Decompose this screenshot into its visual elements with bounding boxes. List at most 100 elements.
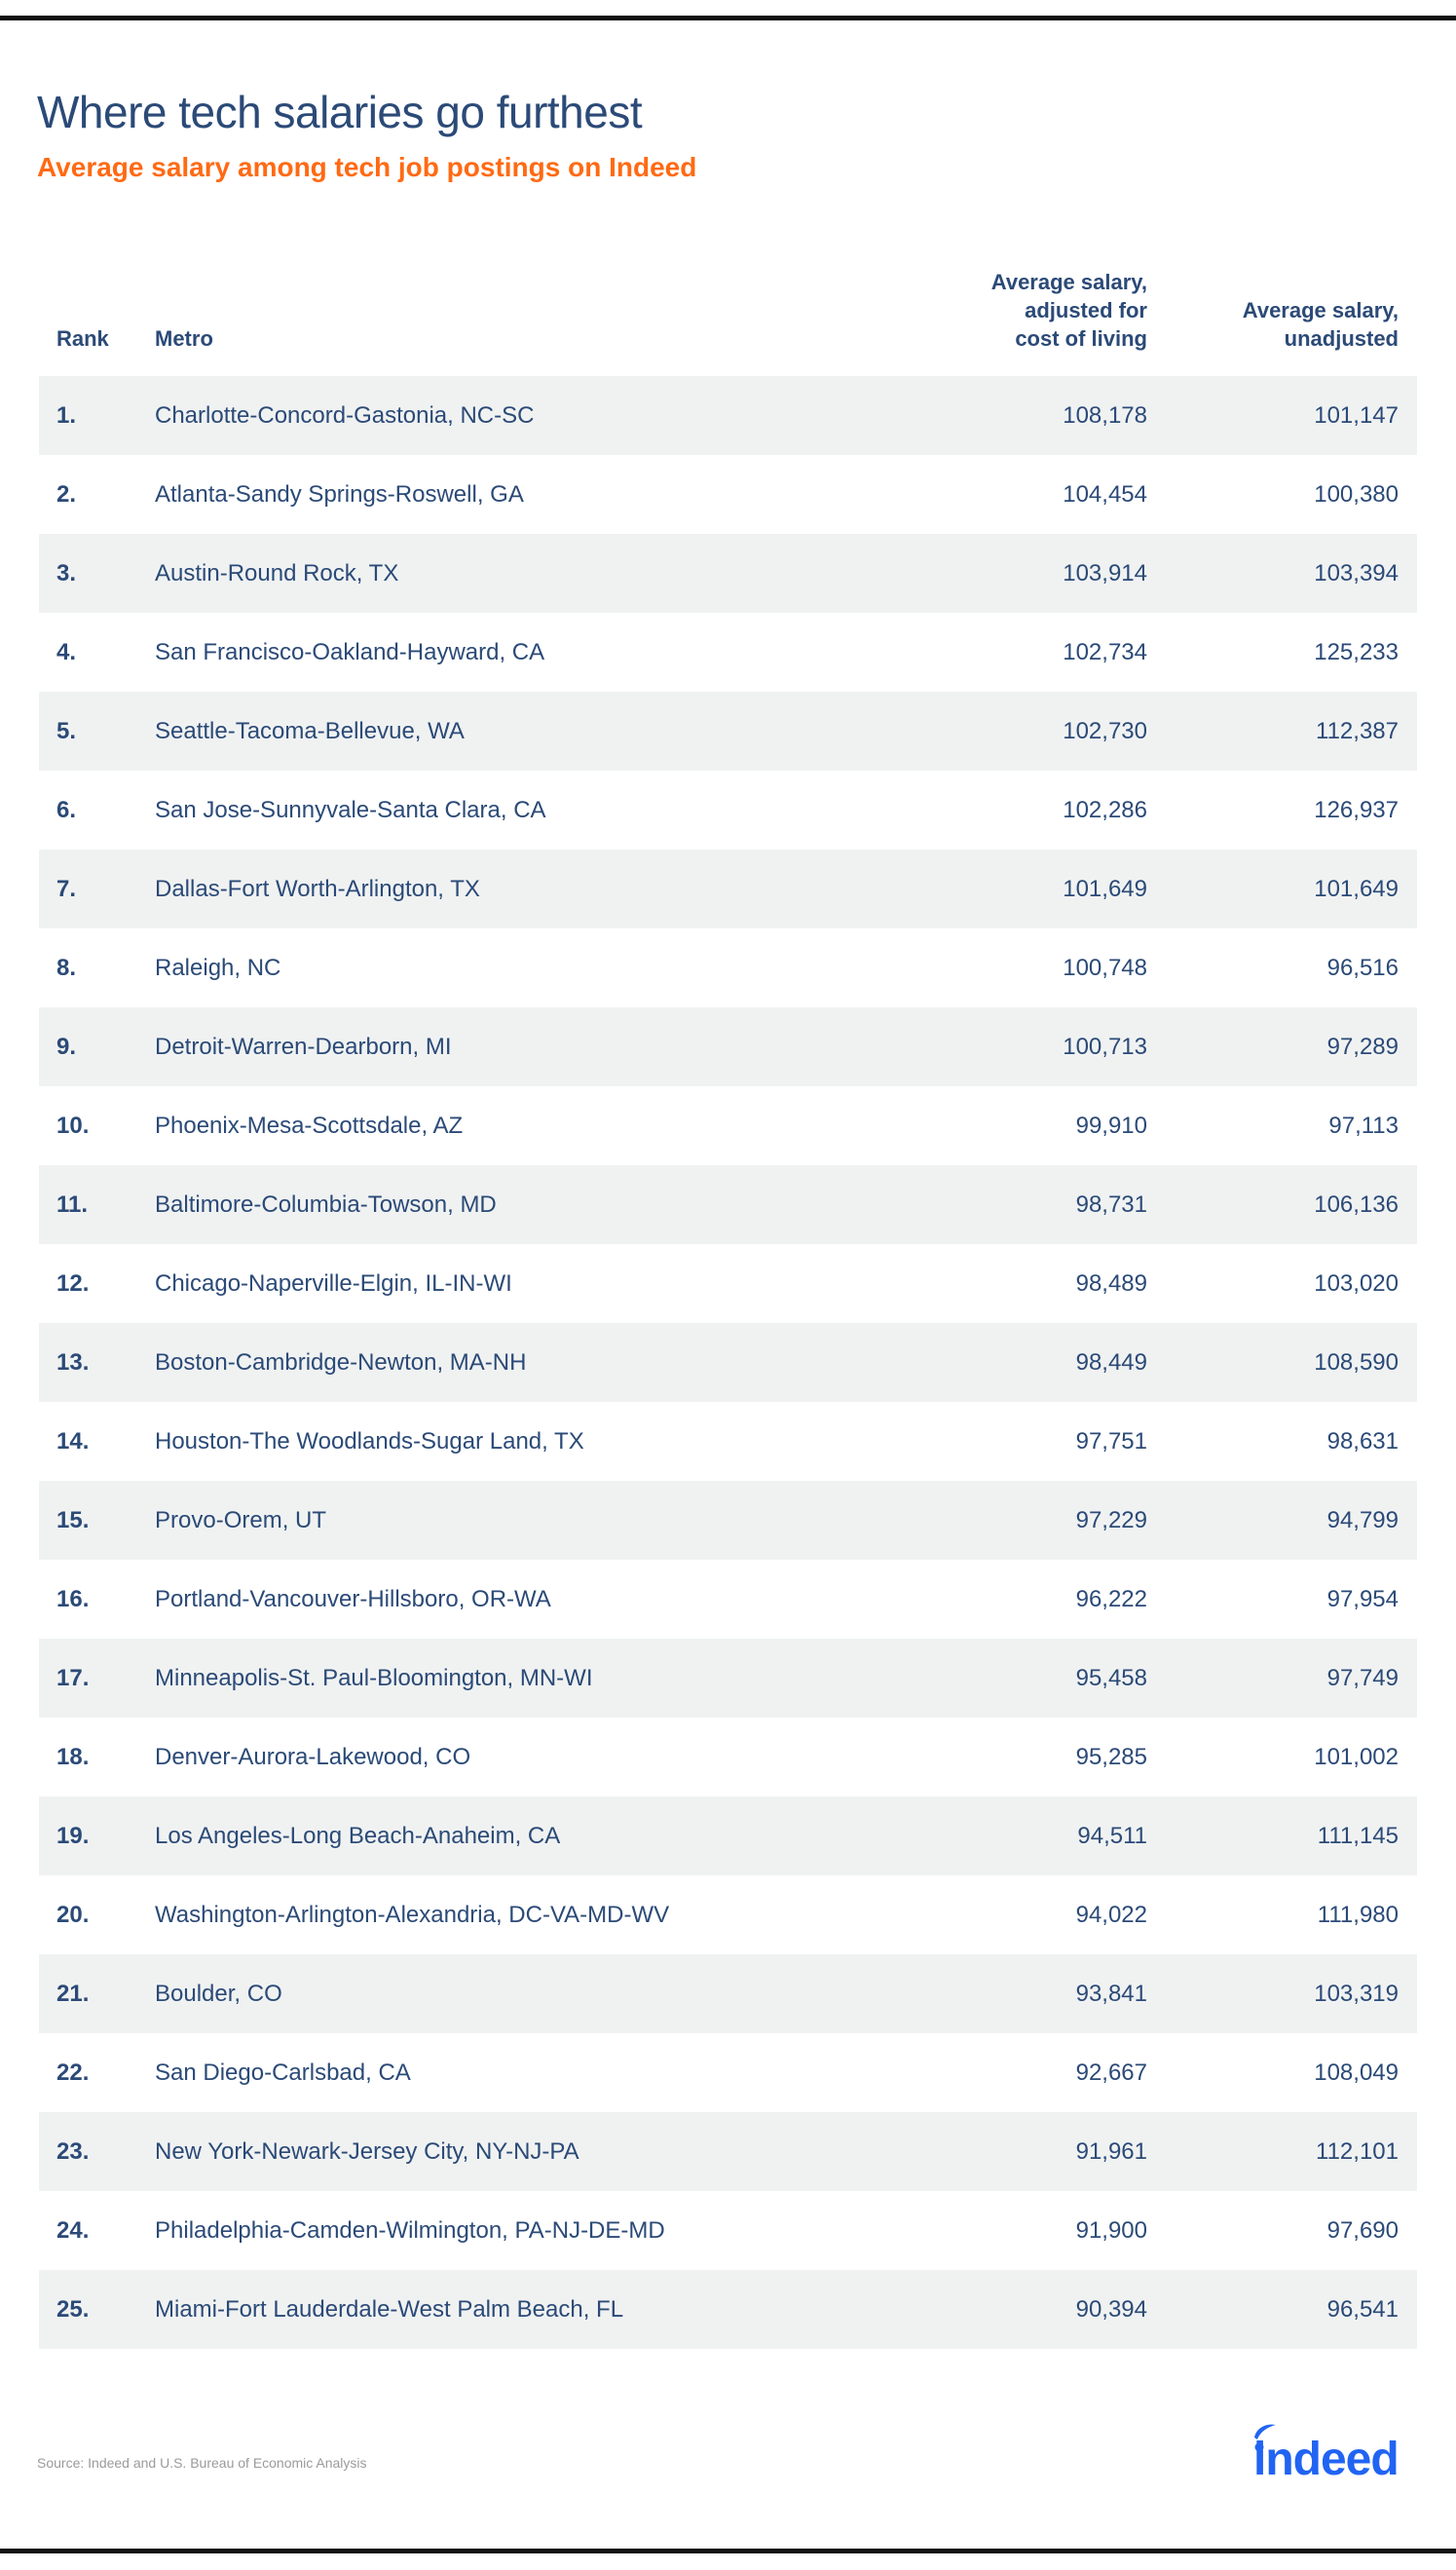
unadjusted-salary-cell: 96,541: [1326, 2296, 1399, 2323]
metro-cell: Los Angeles-Long Beach-Anaheim, CA: [155, 1823, 561, 1849]
metro-cell: San Francisco-Oakland-Hayward, CA: [155, 639, 545, 665]
unadjusted-salary-cell: 125,233: [1314, 639, 1399, 665]
metro-cell: Washington-Arlington-Alexandria, DC-VA-M…: [155, 1902, 670, 1928]
table-row: 3. Austin-Round Rock, TX 103,914 103,394: [39, 534, 1417, 613]
rank-cell: 15.: [56, 1507, 90, 1533]
unadjusted-salary-cell: 101,002: [1314, 1744, 1399, 1770]
top-border: [0, 16, 1456, 20]
unadjusted-salary-cell: 101,147: [1314, 402, 1399, 429]
table-row: 2. Atlanta-Sandy Springs-Roswell, GA 104,4…: [39, 455, 1417, 534]
table-row: 19. Los Angeles-Long Beach-Anaheim, CA 94,…: [39, 1796, 1417, 1875]
rank-cell: 25.: [56, 2296, 90, 2323]
adjusted-salary-cell: 91,961: [1075, 2138, 1147, 2165]
adjusted-salary-cell: 92,667: [1075, 2060, 1147, 2086]
table-row: 5. Seattle-Tacoma-Bellevue, WA 102,730 112,…: [39, 692, 1417, 771]
table-row: 25. Miami-Fort Lauderdale-West Palm Beach…: [39, 2270, 1417, 2349]
table-row: 17. Minneapolis-St. Paul-Bloomington, MN-…: [39, 1639, 1417, 1718]
table-row: 20. Washington-Arlington-Alexandria, DC-V…: [39, 1875, 1417, 1954]
adjusted-salary-cell: 97,751: [1075, 1428, 1147, 1455]
table-row: 15. Provo-Orem, UT 97,229 94,799: [39, 1481, 1417, 1560]
rank-cell: 2.: [56, 481, 77, 508]
unadjusted-salary-cell: 97,113: [1328, 1113, 1399, 1139]
adjusted-salary-cell: 90,394: [1075, 2296, 1147, 2323]
unadjusted-salary-cell: 108,590: [1314, 1349, 1399, 1376]
table-row: 7. Dallas-Fort Worth-Arlington, TX 101,649…: [39, 850, 1417, 928]
unadjusted-salary-cell: 101,649: [1314, 876, 1399, 902]
metro-cell: Philadelphia-Camden-Wilmington, PA-NJ-DE…: [155, 2217, 665, 2244]
table-row: 23. New York-Newark-Jersey City, NY-NJ-PA…: [39, 2112, 1417, 2191]
unadjusted-salary-cell: 97,690: [1326, 2217, 1399, 2244]
metro-cell: Minneapolis-St. Paul-Bloomington, MN-WI: [155, 1665, 593, 1691]
rank-cell: 19.: [56, 1823, 90, 1849]
adjusted-salary-cell: 101,649: [1063, 876, 1147, 902]
adjusted-salary-cell: 95,458: [1075, 1665, 1147, 1691]
adjusted-salary-cell: 98,731: [1075, 1191, 1147, 1218]
table-row: 22. San Diego-Carlsbad, CA 92,667 108,049: [39, 2033, 1417, 2112]
rank-cell: 21.: [56, 1981, 90, 2007]
adjusted-salary-cell: 102,286: [1063, 797, 1147, 823]
rank-cell: 20.: [56, 1902, 90, 1928]
rank-cell: 12.: [56, 1270, 90, 1297]
unadjusted-salary-cell: 112,101: [1316, 2138, 1399, 2165]
rank-cell: 24.: [56, 2217, 90, 2244]
metro-cell: Atlanta-Sandy Springs-Roswell, GA: [155, 481, 524, 508]
metro-cell: San Diego-Carlsbad, CA: [155, 2060, 411, 2086]
metro-cell: Baltimore-Columbia-Towson, MD: [155, 1191, 497, 1218]
metro-cell: Austin-Round Rock, TX: [155, 560, 399, 586]
bottom-border: [0, 2549, 1456, 2553]
unadjusted-salary-cell: 108,049: [1314, 2060, 1399, 2086]
metro-cell: Dallas-Fort Worth-Arlington, TX: [155, 876, 480, 902]
rank-cell: 18.: [56, 1744, 90, 1770]
column-header-unadjusted: Average salary, unadjusted: [1242, 298, 1399, 351]
salary-table: Rank Metro Average salary, adjusted for co…: [39, 255, 1417, 2349]
rank-cell: 8.: [56, 955, 77, 981]
metro-cell: New York-Newark-Jersey City, NY-NJ-PA: [155, 2138, 579, 2165]
adjusted-salary-cell: 108,178: [1063, 402, 1147, 429]
unadjusted-salary-cell: 111,980: [1317, 1902, 1399, 1928]
rank-cell: 16.: [56, 1586, 90, 1612]
adjusted-salary-cell: 104,454: [1063, 481, 1147, 508]
unadjusted-salary-cell: 103,394: [1314, 560, 1399, 586]
metro-cell: Boulder, CO: [155, 1981, 282, 2007]
table-row: 4. San Francisco-Oakland-Hayward, CA 102,7…: [39, 613, 1417, 692]
unadjusted-salary-cell: 100,380: [1314, 481, 1399, 508]
adjusted-salary-cell: 91,900: [1075, 2217, 1147, 2244]
page-title: Where tech salaries go furthest: [37, 87, 643, 137]
rank-cell: 3.: [56, 560, 77, 586]
column-header-adjusted: Average salary, adjusted for cost of livin…: [990, 270, 1147, 351]
rank-cell: 7.: [56, 876, 77, 902]
adjusted-salary-cell: 94,022: [1075, 1902, 1147, 1928]
indeed-logo-icon: indeed: [1253, 2424, 1400, 2478]
metro-cell: Provo-Orem, UT: [155, 1507, 327, 1533]
rank-cell: 6.: [56, 797, 77, 823]
rank-cell: 9.: [56, 1034, 77, 1060]
table-row: 21. Boulder, CO 93,841 103,319: [39, 1954, 1417, 2033]
rank-cell: 5.: [56, 718, 77, 744]
table-row: 14. Houston-The Woodlands-Sugar Land, TX 9…: [39, 1402, 1417, 1481]
source-note: Source: Indeed and U.S. Bureau of Econom…: [37, 2455, 367, 2471]
unadjusted-salary-cell: 111,145: [1317, 1823, 1399, 1849]
metro-cell: Charlotte-Concord-Gastonia, NC-SC: [155, 402, 535, 429]
metro-cell: Seattle-Tacoma-Bellevue, WA: [155, 718, 465, 744]
page-subtitle: Average salary among tech job postings o…: [37, 152, 697, 182]
metro-cell: Houston-The Woodlands-Sugar Land, TX: [155, 1428, 584, 1455]
unadjusted-salary-cell: 94,799: [1326, 1507, 1399, 1533]
table-row: 16. Portland-Vancouver-Hillsboro, OR-WA 96…: [39, 1560, 1417, 1639]
rank-cell: 14.: [56, 1428, 90, 1455]
unadjusted-salary-cell: 112,387: [1316, 718, 1399, 744]
metro-cell: San Jose-Sunnyvale-Santa Clara, CA: [155, 797, 546, 823]
metro-cell: Detroit-Warren-Dearborn, MI: [155, 1034, 452, 1060]
table-row: 24. Philadelphia-Camden-Wilmington, PA-NJ…: [39, 2191, 1417, 2270]
adjusted-salary-cell: 100,713: [1063, 1034, 1147, 1060]
adjusted-salary-cell: 95,285: [1075, 1744, 1147, 1770]
unadjusted-salary-cell: 103,319: [1314, 1981, 1399, 2007]
table-row: 1. Charlotte-Concord-Gastonia, NC-SC 108,1…: [39, 376, 1417, 455]
adjusted-salary-cell: 99,910: [1075, 1113, 1147, 1139]
column-header-rank: Rank: [56, 326, 109, 351]
column-header-metro: Metro: [155, 326, 213, 351]
unadjusted-salary-cell: 96,516: [1326, 955, 1399, 981]
table-row: 18. Denver-Aurora-Lakewood, CO 95,285 101,0…: [39, 1718, 1417, 1796]
adjusted-salary-cell: 102,734: [1063, 639, 1147, 665]
unadjusted-salary-cell: 97,289: [1326, 1034, 1399, 1060]
rank-cell: 23.: [56, 2138, 90, 2165]
